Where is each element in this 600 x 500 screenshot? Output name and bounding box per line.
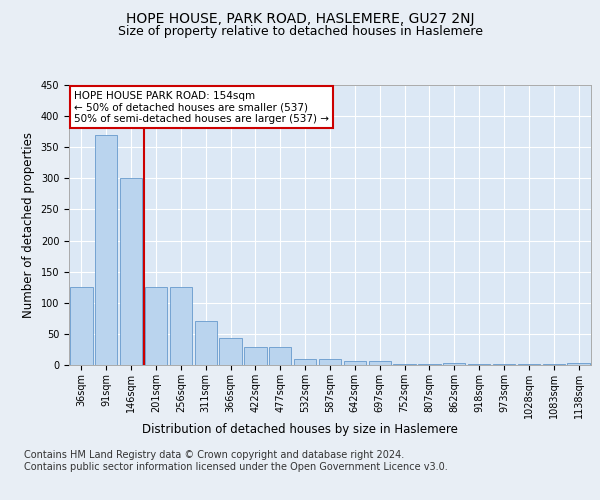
- Text: HOPE HOUSE, PARK ROAD, HASLEMERE, GU27 2NJ: HOPE HOUSE, PARK ROAD, HASLEMERE, GU27 2…: [126, 12, 474, 26]
- Bar: [542, 364, 565, 365]
- Text: Size of property relative to detached houses in Haslemere: Size of property relative to detached ho…: [118, 25, 482, 38]
- Bar: [468, 364, 490, 365]
- Bar: [294, 360, 316, 365]
- Text: HOPE HOUSE PARK ROAD: 154sqm
← 50% of detached houses are smaller (537)
50% of s: HOPE HOUSE PARK ROAD: 154sqm ← 50% of de…: [74, 90, 329, 124]
- Bar: [95, 135, 118, 365]
- Bar: [269, 347, 292, 365]
- Y-axis label: Number of detached properties: Number of detached properties: [22, 132, 35, 318]
- Bar: [120, 178, 142, 365]
- Bar: [344, 362, 366, 365]
- Bar: [244, 347, 266, 365]
- Bar: [170, 287, 192, 365]
- Bar: [518, 364, 540, 365]
- Bar: [145, 287, 167, 365]
- Bar: [220, 338, 242, 365]
- Bar: [368, 362, 391, 365]
- Bar: [568, 363, 590, 365]
- Text: Distribution of detached houses by size in Haslemere: Distribution of detached houses by size …: [142, 422, 458, 436]
- Text: Contains HM Land Registry data © Crown copyright and database right 2024.
Contai: Contains HM Land Registry data © Crown c…: [24, 450, 448, 471]
- Bar: [493, 364, 515, 365]
- Bar: [194, 321, 217, 365]
- Bar: [418, 364, 440, 365]
- Bar: [319, 360, 341, 365]
- Bar: [394, 364, 416, 365]
- Bar: [70, 287, 92, 365]
- Bar: [443, 363, 466, 365]
